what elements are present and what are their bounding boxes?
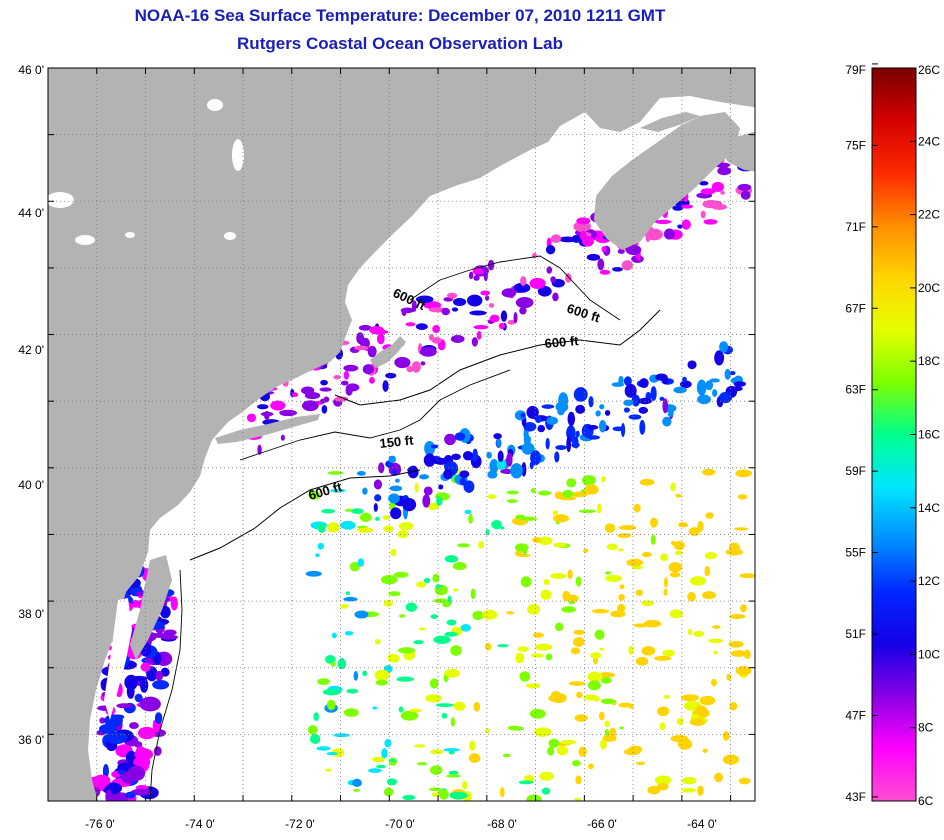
- land-cape-cod: [370, 336, 406, 368]
- sst-patches: [86, 136, 755, 801]
- fahrenheit-label: 75F: [845, 138, 866, 152]
- map-title: NOAA-16 Sea Surface Temperature: Decembe…: [134, 6, 666, 25]
- contour-label: 150 ft: [379, 432, 415, 451]
- axis-ticks: [48, 68, 755, 801]
- fahrenheit-label: 67F: [845, 301, 866, 315]
- lon-label: -72 0': [285, 817, 315, 831]
- fahrenheit-label: 43F: [845, 790, 866, 804]
- fahrenheit-label: 79F: [845, 63, 866, 77]
- celsius-label: 18C: [918, 354, 940, 368]
- lat-label: 46 0': [18, 63, 44, 77]
- land-long-island: [215, 414, 320, 444]
- lon-label: -76 0': [85, 817, 115, 831]
- fahrenheit-label: 51F: [845, 627, 866, 641]
- lon-label: -68 0': [487, 817, 517, 831]
- lat-label: 40 0': [18, 478, 44, 492]
- land-delmarva: [130, 555, 172, 660]
- lon-label: -70 0': [385, 817, 415, 831]
- map-frame: [47, 67, 756, 802]
- lat-label: 38 0': [18, 607, 44, 621]
- celsius-label: 16C: [918, 428, 940, 442]
- contour-label: 600 ft: [544, 333, 580, 351]
- lat-label: 42 0': [18, 343, 44, 357]
- celsius-label: 20C: [918, 281, 940, 295]
- contour-150ft: [239, 369, 511, 461]
- contour-shelf-south: [149, 569, 183, 801]
- lon-label: -66 0': [587, 817, 617, 831]
- contour-gulf-of-maine: [409, 255, 621, 321]
- land-mainland: [48, 68, 755, 801]
- contour-600ft: [334, 309, 661, 406]
- fahrenheit-label: 63F: [845, 383, 866, 397]
- celsius-label: 26C: [918, 63, 940, 77]
- chesapeake-bay: [104, 598, 132, 720]
- colorbar-ticks: [872, 63, 916, 802]
- lon-label: -64 0': [687, 817, 717, 831]
- fahrenheit-label: 55F: [845, 546, 866, 560]
- map-subtitle: Rutgers Coastal Ocean Observation Lab: [237, 34, 563, 53]
- fahrenheit-label: 59F: [845, 464, 866, 478]
- celsius-label: 22C: [918, 208, 940, 222]
- lat-label: 36 0': [18, 733, 44, 747]
- fahrenheit-label: 71F: [845, 220, 866, 234]
- land-cape-breton: [720, 131, 755, 172]
- lat-axis: 46 0' 44 0' 42 0' 40 0' 38 0' 36 0': [18, 63, 44, 747]
- colorbar-fahrenheit: 79F 75F 71F 67F 63F 59F 55F 51F 47F 43F: [845, 63, 866, 804]
- lat-label: 44 0': [18, 206, 44, 220]
- land-nova-scotia: [594, 112, 740, 250]
- fahrenheit-label: 47F: [845, 708, 866, 722]
- lon-label: -74 0': [185, 817, 215, 831]
- celsius-label: 14C: [918, 501, 940, 515]
- colorbar: [871, 67, 917, 802]
- lon-axis: -76 0' -74 0' -72 0' -70 0' -68 0' -66 0…: [85, 817, 717, 831]
- contour-600ft-south: [189, 469, 421, 561]
- celsius-label: 10C: [918, 647, 940, 661]
- inland-lakes: [48, 99, 244, 245]
- celsius-label: 24C: [918, 134, 940, 148]
- celsius-label: 8C: [918, 721, 934, 735]
- colorbar-celsius: 26C 24C 22C 20C 18C 16C 14C 12C 10C 8C 6C: [918, 63, 940, 808]
- celsius-label: 6C: [918, 794, 934, 808]
- celsius-label: 12C: [918, 574, 940, 588]
- land-pei: [640, 112, 700, 132]
